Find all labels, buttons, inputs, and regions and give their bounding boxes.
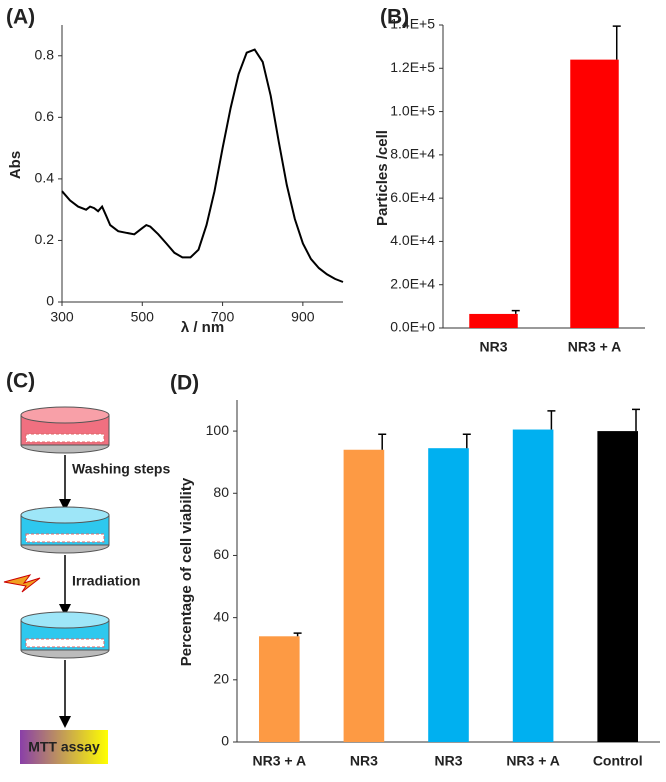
y-tick-label: 0 xyxy=(221,733,229,749)
x-axis-label: λ / nm xyxy=(181,319,224,336)
assay-box xyxy=(20,730,108,764)
x-tick-label: NR3 xyxy=(434,753,462,769)
x-tick-label: 500 xyxy=(131,309,155,325)
bar xyxy=(343,449,385,742)
error-bar xyxy=(378,433,387,450)
y-tick-label: 2.0E+4 xyxy=(390,275,435,291)
panel-label: (D) xyxy=(170,372,199,395)
y-tick-label: 6.0E+4 xyxy=(390,189,435,205)
step-label: Irradiation xyxy=(72,573,140,589)
bar xyxy=(570,59,619,328)
error-bar xyxy=(462,433,471,449)
y-tick-label: 4.0E+4 xyxy=(390,232,435,248)
bar xyxy=(469,313,518,328)
error-bar xyxy=(293,632,302,637)
panel-label: (B) xyxy=(380,6,409,29)
y-tick-label: 1.0E+5 xyxy=(390,102,435,118)
spectrum-line xyxy=(61,48,344,283)
x-tick-label: NR3 xyxy=(350,753,378,769)
y-tick-label: 0.0E+0 xyxy=(390,319,435,335)
y-tick-label: 0.6 xyxy=(35,108,55,124)
y-tick-label: 20 xyxy=(213,671,229,687)
y-tick-label: 40 xyxy=(213,608,229,624)
x-tick-label: NR3 + A xyxy=(253,753,307,769)
lightning-icon xyxy=(3,574,41,593)
y-tick-label: 0.2 xyxy=(35,231,55,247)
dish xyxy=(20,506,110,554)
y-tick-label: 1.2E+5 xyxy=(390,59,435,75)
dish xyxy=(20,611,110,659)
y-tick-label: 60 xyxy=(213,546,229,562)
x-tick-label: NR3 xyxy=(479,339,507,355)
error-bar xyxy=(547,410,556,430)
x-tick-label: 300 xyxy=(50,309,74,325)
error-bar xyxy=(632,408,641,432)
x-tick-label: 900 xyxy=(291,309,315,325)
bar xyxy=(428,448,469,742)
step-label: Washing steps xyxy=(72,461,170,477)
panel-label: (C) xyxy=(6,370,35,393)
y-tick-label: 0.8 xyxy=(35,46,55,62)
bar xyxy=(597,431,639,742)
x-tick-label: Control xyxy=(593,753,643,769)
y-axis-label: Percentage of cell viability xyxy=(178,477,195,666)
panel-c: (C) Washing steps Irradiation MTT assay xyxy=(3,370,170,764)
y-tick-label: 8.0E+4 xyxy=(390,146,435,162)
y-axis-label: Abs xyxy=(7,151,24,179)
assay-label: MTT assay xyxy=(28,739,100,755)
x-tick-label: NR3 + A xyxy=(568,339,622,355)
dish xyxy=(20,406,110,454)
y-tick-label: 80 xyxy=(213,484,229,500)
y-tick-label: 0 xyxy=(46,293,54,309)
error-bar xyxy=(511,309,520,314)
y-tick-label: 1.4E+5 xyxy=(390,16,435,32)
x-tick-label: 700 xyxy=(211,309,235,325)
y-axis-label: Particles /cell xyxy=(374,130,391,226)
panel-label: (A) xyxy=(6,6,35,29)
x-tick-label: NR3 + A xyxy=(506,753,560,769)
bar xyxy=(512,429,554,742)
y-tick-label: 100 xyxy=(206,422,230,438)
y-tick-label: 0.4 xyxy=(35,170,55,186)
error-bar xyxy=(612,25,621,60)
bar xyxy=(258,636,300,742)
